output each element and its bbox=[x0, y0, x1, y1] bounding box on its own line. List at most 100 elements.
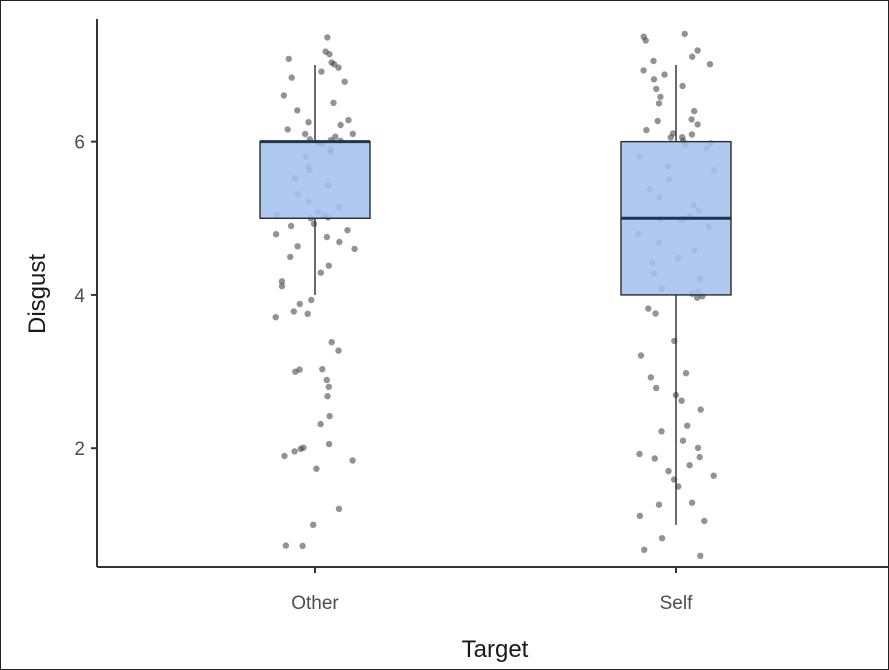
data-point bbox=[653, 384, 660, 392]
y-ticks-layer: 2 4 6 bbox=[74, 133, 97, 460]
data-point bbox=[691, 107, 698, 115]
boxes-layer bbox=[259, 64, 732, 525]
data-point bbox=[694, 444, 702, 452]
data-point bbox=[651, 455, 658, 462]
y-axis-title: Disgust bbox=[24, 254, 51, 334]
data-point bbox=[653, 85, 660, 93]
data-point bbox=[318, 68, 325, 75]
data-point bbox=[281, 452, 288, 460]
data-point bbox=[299, 542, 306, 550]
box-other bbox=[259, 64, 371, 295]
data-point bbox=[313, 465, 320, 472]
data-point bbox=[640, 67, 647, 74]
box-self bbox=[620, 64, 732, 525]
x-ticks-layer: Other Self bbox=[291, 567, 693, 614]
y-tick-label: 6 bbox=[74, 133, 85, 154]
data-point bbox=[661, 71, 668, 78]
data-point bbox=[688, 499, 696, 506]
data-point bbox=[679, 437, 687, 444]
data-point bbox=[697, 406, 704, 413]
data-point bbox=[323, 233, 331, 241]
x-tick-label: Other bbox=[291, 593, 339, 614]
data-point bbox=[654, 117, 661, 125]
data-point bbox=[341, 78, 348, 85]
data-point bbox=[645, 305, 652, 312]
data-point bbox=[294, 107, 301, 114]
data-point bbox=[324, 393, 331, 400]
data-point bbox=[282, 542, 290, 549]
data-point bbox=[657, 93, 664, 101]
data-point bbox=[650, 76, 658, 83]
data-point bbox=[345, 116, 352, 124]
data-point bbox=[636, 450, 643, 458]
data-point bbox=[310, 220, 318, 228]
data-point bbox=[337, 121, 344, 129]
data-point bbox=[706, 61, 714, 68]
data-point bbox=[642, 37, 649, 44]
data-point bbox=[324, 34, 331, 41]
data-point bbox=[294, 243, 301, 250]
data-point bbox=[349, 457, 356, 464]
data-point bbox=[332, 133, 339, 140]
data-point bbox=[290, 308, 297, 315]
data-point bbox=[697, 552, 704, 559]
data-point bbox=[655, 501, 663, 508]
data-point bbox=[335, 347, 342, 354]
y-tick-label: 4 bbox=[74, 286, 85, 307]
data-point bbox=[658, 428, 665, 435]
data-point bbox=[679, 82, 686, 90]
data-point bbox=[325, 383, 332, 390]
data-point bbox=[285, 55, 292, 63]
data-point bbox=[665, 467, 672, 475]
y-tick-label: 2 bbox=[74, 439, 85, 460]
data-point bbox=[278, 278, 286, 285]
data-point bbox=[684, 422, 691, 429]
data-point bbox=[658, 535, 666, 542]
data-point bbox=[317, 420, 324, 428]
data-point bbox=[287, 253, 294, 261]
data-point bbox=[335, 505, 343, 512]
data-point bbox=[667, 134, 674, 141]
data-point bbox=[326, 51, 333, 58]
data-point bbox=[292, 368, 299, 375]
data-point bbox=[643, 126, 650, 134]
data-point bbox=[296, 300, 303, 308]
data-point bbox=[308, 296, 315, 304]
data-point bbox=[291, 448, 298, 455]
data-point bbox=[272, 231, 280, 238]
data-point bbox=[682, 370, 690, 377]
data-point bbox=[278, 283, 286, 290]
data-point bbox=[688, 116, 695, 123]
data-point bbox=[302, 130, 309, 138]
data-point bbox=[349, 130, 356, 137]
data-point bbox=[647, 374, 655, 381]
data-point bbox=[637, 352, 645, 359]
data-point bbox=[678, 397, 685, 404]
data-point bbox=[325, 262, 332, 269]
data-point bbox=[310, 521, 317, 528]
data-point bbox=[317, 269, 324, 276]
data-point bbox=[696, 453, 703, 461]
data-point bbox=[288, 74, 295, 81]
x-axis-title: Target bbox=[462, 636, 529, 663]
data-point bbox=[280, 92, 288, 99]
box-body bbox=[259, 140, 371, 219]
data-point bbox=[323, 376, 330, 384]
data-point bbox=[650, 57, 657, 65]
data-point bbox=[272, 314, 279, 321]
data-point bbox=[641, 546, 648, 553]
data-point bbox=[326, 412, 333, 420]
data-point bbox=[287, 222, 295, 230]
data-point bbox=[336, 238, 343, 246]
data-point bbox=[330, 99, 337, 107]
data-point bbox=[710, 472, 717, 479]
data-point bbox=[300, 444, 307, 451]
data-point bbox=[694, 121, 701, 128]
data-point bbox=[686, 462, 693, 469]
data-point bbox=[681, 30, 688, 38]
data-point bbox=[304, 310, 311, 317]
data-point bbox=[344, 227, 351, 234]
data-point bbox=[351, 245, 358, 253]
